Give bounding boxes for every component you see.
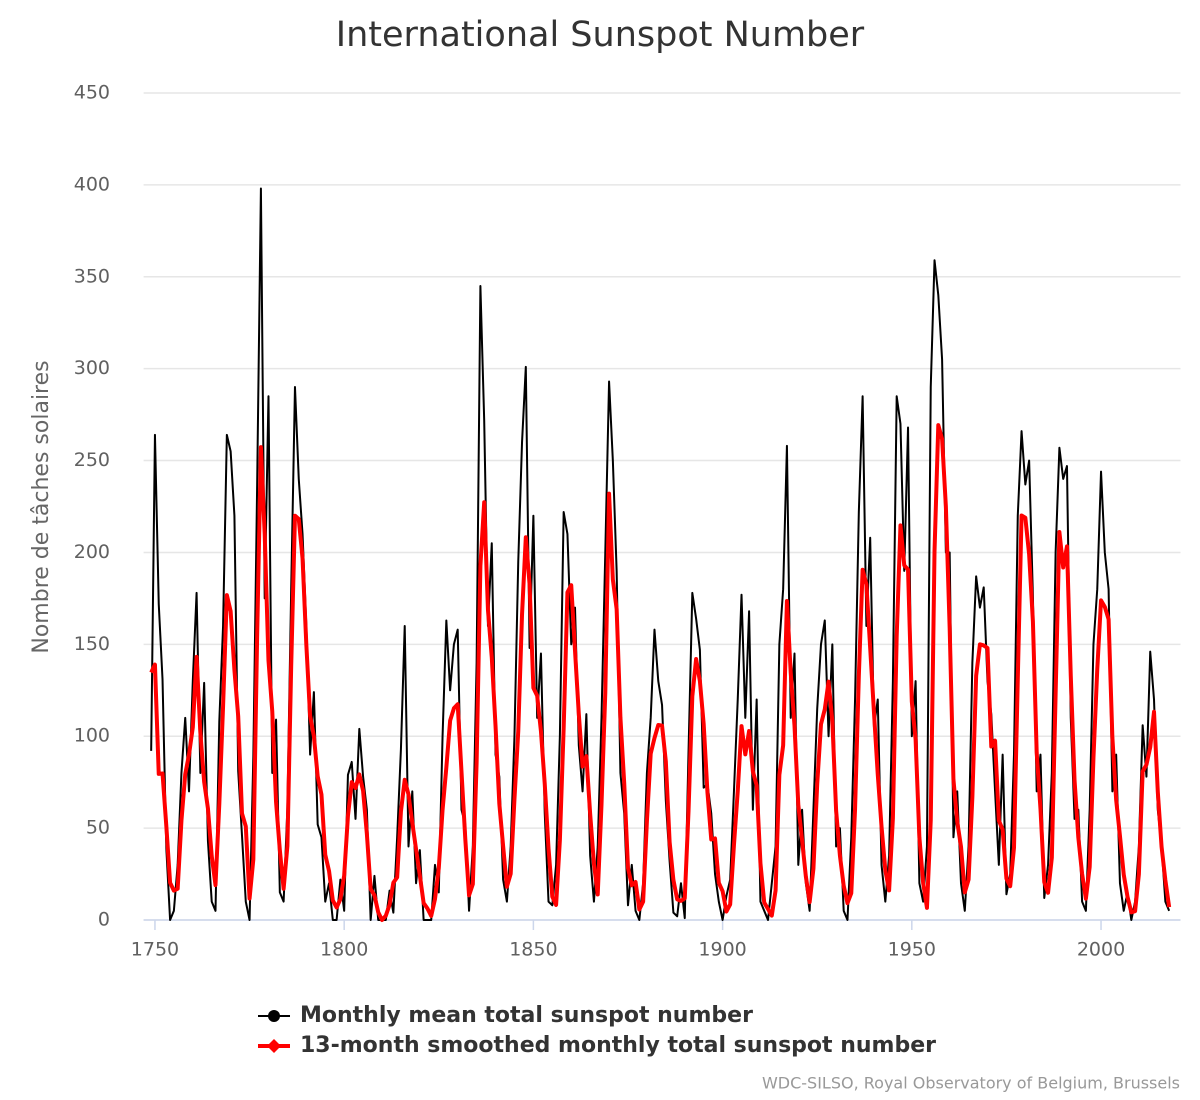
- legend-label: 13-month smoothed monthly total sunspot …: [300, 1033, 936, 1058]
- chart-title: International Sunspot Number: [336, 15, 865, 55]
- y-tick-label: 200: [74, 541, 110, 563]
- y-tick-label: 50: [86, 817, 110, 839]
- series-line: [150, 187, 1171, 921]
- legend-marker: [267, 1039, 281, 1053]
- x-tick-label: 1900: [698, 939, 746, 961]
- y-tick-label: 350: [74, 265, 110, 287]
- y-tick-label: 150: [74, 633, 110, 655]
- x-tick-label: 1800: [320, 939, 368, 961]
- legend-label: Monthly mean total sunspot number: [300, 1003, 753, 1028]
- legend-marker: [268, 1010, 280, 1022]
- y-tick-label: 250: [74, 449, 110, 471]
- y-tick-label: 400: [74, 173, 110, 195]
- x-tick-label: 1750: [131, 939, 179, 961]
- y-tick-label: 0: [98, 909, 110, 931]
- x-tick-label: 1950: [888, 939, 936, 961]
- x-tick-label: 1850: [509, 939, 557, 961]
- y-tick-label: 450: [74, 82, 110, 104]
- y-tick-label: 100: [74, 725, 110, 747]
- x-tick-label: 2000: [1077, 939, 1125, 961]
- series-line: [149, 423, 1172, 922]
- credit: WDC-SILSO, Royal Observatory of Belgium,…: [762, 1074, 1180, 1093]
- y-axis-label: Nombre de tâches solaires: [29, 360, 54, 653]
- y-tick-label: 300: [74, 357, 110, 379]
